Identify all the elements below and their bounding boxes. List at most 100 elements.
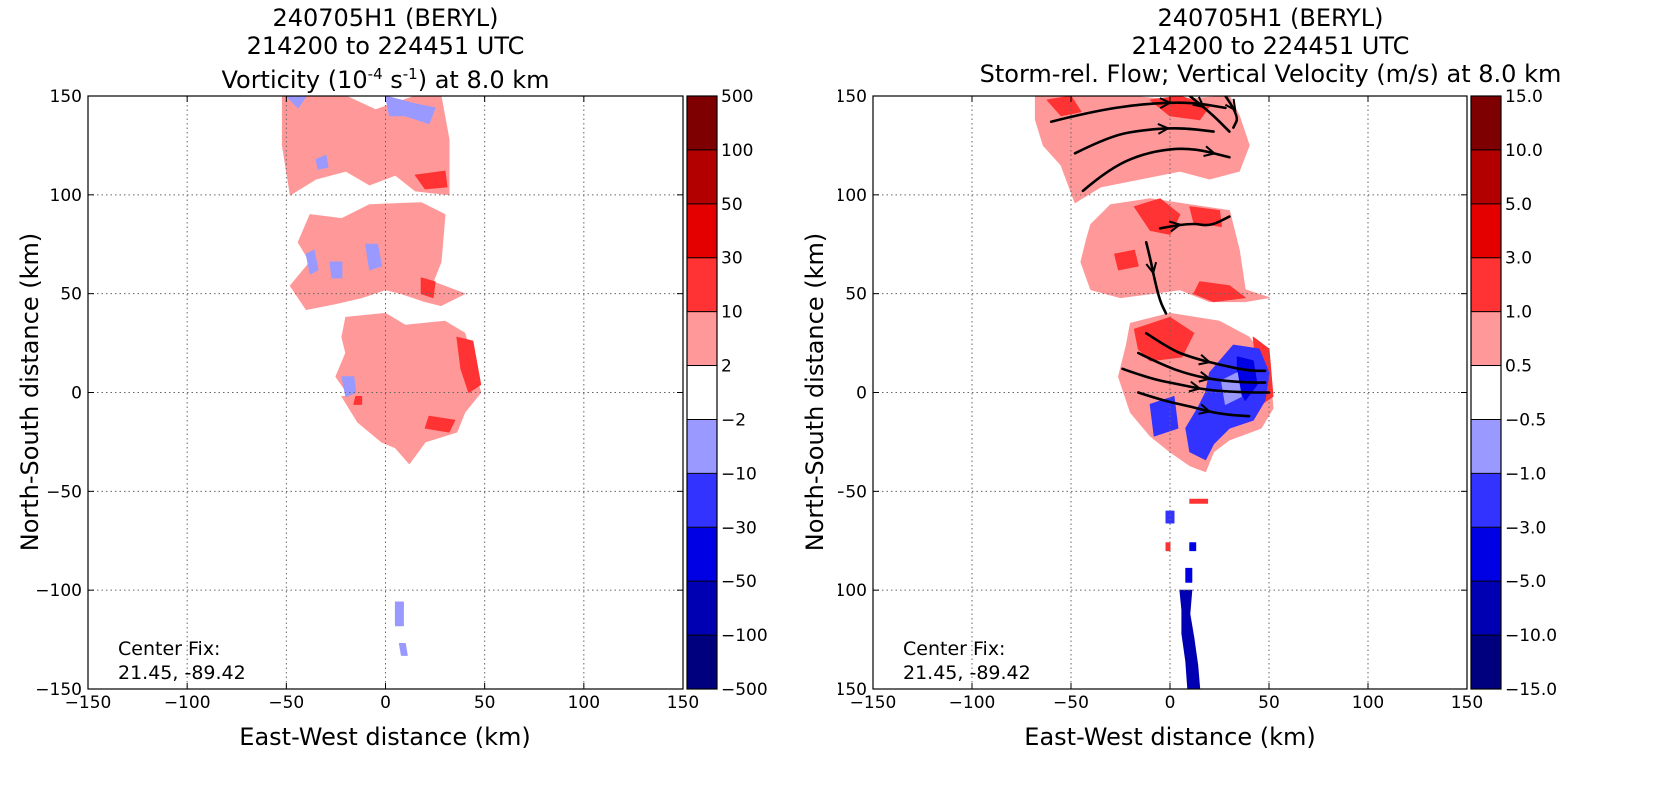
- colorbar-segment: [1471, 473, 1501, 528]
- center-fix-coords: 21.45, -89.42: [118, 662, 246, 684]
- colorbar-label: −50: [721, 572, 757, 592]
- center-fix-annotation: Center Fix: 21.45, -89.42: [903, 637, 1031, 685]
- streamline: [1137, 351, 1267, 384]
- streamline-arrow: [1168, 220, 1183, 233]
- y-tick-label: −150: [838, 680, 867, 700]
- colorbar-segment: [1471, 365, 1501, 420]
- streamline-arrow: [1224, 98, 1237, 112]
- colorbar-frame: [686, 95, 718, 690]
- data-field: [1034, 96, 1274, 689]
- colorbar-segment: [687, 311, 717, 367]
- colorbar-label: −2: [721, 410, 746, 430]
- streamline-arrow: [1157, 122, 1171, 135]
- y-axis-label: North-South distance (km): [801, 232, 829, 552]
- title-line-2: 214200 to 224451 UTC: [246, 32, 525, 60]
- x-tick-label: 50: [474, 693, 496, 713]
- data-field: [281, 96, 482, 656]
- x-tick-label: −150: [850, 693, 897, 713]
- colorbar-label: −500: [721, 680, 768, 700]
- center-fix-label: Center Fix:: [118, 638, 221, 660]
- colorbar-label: −10: [721, 464, 757, 484]
- colorbar-label: 500: [721, 87, 753, 107]
- colorbar-segment: [1471, 419, 1501, 474]
- chart-panel-vorticity: 240705H1 (BERYL) 214200 to 224451 UTC Vo…: [0, 0, 838, 797]
- x-tick-label: −100: [949, 693, 996, 713]
- x-tick-label: 100: [1352, 693, 1384, 713]
- colorbar-label: −100: [721, 626, 768, 646]
- colorbar-segment: [687, 527, 717, 582]
- colorbar-label: 50: [721, 195, 743, 215]
- x-tick-label: 150: [667, 693, 699, 713]
- colorbar-label: 10.0: [1505, 141, 1543, 161]
- field-region: [456, 336, 482, 393]
- field-region: [420, 277, 436, 299]
- center-fix-label: Center Fix:: [903, 638, 1006, 660]
- streamline-arrow: [1198, 354, 1212, 366]
- x-tick-label: 50: [1258, 693, 1280, 713]
- streamline: [1188, 96, 1231, 133]
- x-axis-label: East-West distance (km): [239, 723, 531, 751]
- colorbar-label: 10: [721, 303, 743, 323]
- y-tick-label: 50: [60, 285, 82, 305]
- field-region: [1189, 206, 1222, 227]
- colorbar-label: 3.0: [1505, 249, 1532, 269]
- streamline-arrow: [1159, 97, 1173, 109]
- streamline-arrow: [1203, 145, 1217, 157]
- colorbar-label: −30: [721, 518, 757, 538]
- title-line-2: 214200 to 224451 UTC: [1131, 32, 1410, 60]
- field-region: [305, 249, 319, 275]
- field-region: [329, 261, 343, 279]
- colorbar-segment: [687, 203, 717, 259]
- colorbar-segment: [1471, 257, 1501, 313]
- colorbar-segment: [687, 635, 717, 690]
- field-region: [1149, 396, 1179, 437]
- streamline: [1121, 367, 1271, 394]
- field-region: [1193, 281, 1246, 303]
- field-region: [424, 415, 456, 433]
- field-region: [385, 96, 436, 125]
- field-region: [1189, 498, 1209, 504]
- chart-title: 240705H1 (BERYL) 214200 to 224451 UTC Vo…: [88, 4, 683, 94]
- colorbar-segment: [1471, 311, 1501, 367]
- streamline: [1073, 126, 1215, 155]
- colorbar-segment: [1471, 635, 1501, 690]
- x-tick-label: 100: [568, 693, 600, 713]
- y-tick-label: −150: [35, 680, 82, 700]
- x-tick-label: 0: [1165, 693, 1176, 713]
- colorbar-segment: [1471, 149, 1501, 205]
- streamline-arrow: [1145, 261, 1158, 276]
- colorbar-label: 15.0: [1505, 87, 1543, 107]
- field-region: [398, 643, 408, 656]
- field-region: [1165, 510, 1175, 524]
- colorbar-label: 5.0: [1505, 195, 1532, 215]
- streamline-arrow: [1198, 371, 1212, 383]
- title-line-1: 240705H1 (BERYL): [1157, 4, 1384, 32]
- y-tick-label: −100: [35, 581, 82, 601]
- colorbar-segment: [687, 473, 717, 528]
- y-tick-label: 0: [71, 384, 82, 404]
- x-tick-label: −50: [1053, 693, 1089, 713]
- colorbar-segment: [687, 257, 717, 313]
- field-region: [353, 396, 363, 405]
- colorbar-segment: [687, 365, 717, 420]
- streamlines: [1049, 96, 1271, 418]
- streamline: [1049, 101, 1227, 123]
- title-line-1: 240705H1 (BERYL): [272, 4, 499, 32]
- streamline-arrow: [1192, 96, 1206, 109]
- x-axis-label: East-West distance (km): [1024, 723, 1316, 751]
- streamline-arrow: [1188, 380, 1202, 393]
- field-region: [315, 154, 329, 170]
- title-line-3: Storm-rel. Flow; Vertical Velocity (m/s)…: [979, 60, 1562, 88]
- chart-panel-vertical-velocity: 240705H1 (BERYL) 214200 to 224451 UTC St…: [801, 0, 1677, 797]
- chart-title: 240705H1 (BERYL) 214200 to 224451 UTC St…: [843, 4, 1677, 88]
- y-tick-label: 100: [50, 186, 82, 206]
- x-tick-label: −50: [268, 693, 304, 713]
- x-tick-label: −100: [164, 693, 211, 713]
- y-tick-label: 150: [838, 87, 867, 107]
- y-tick-label: 150: [50, 87, 82, 107]
- colorbar-segment: [1471, 96, 1501, 151]
- colorbar-label: −5.0: [1505, 572, 1546, 592]
- y-tick-label: 0: [856, 384, 867, 404]
- field-region: [414, 170, 448, 190]
